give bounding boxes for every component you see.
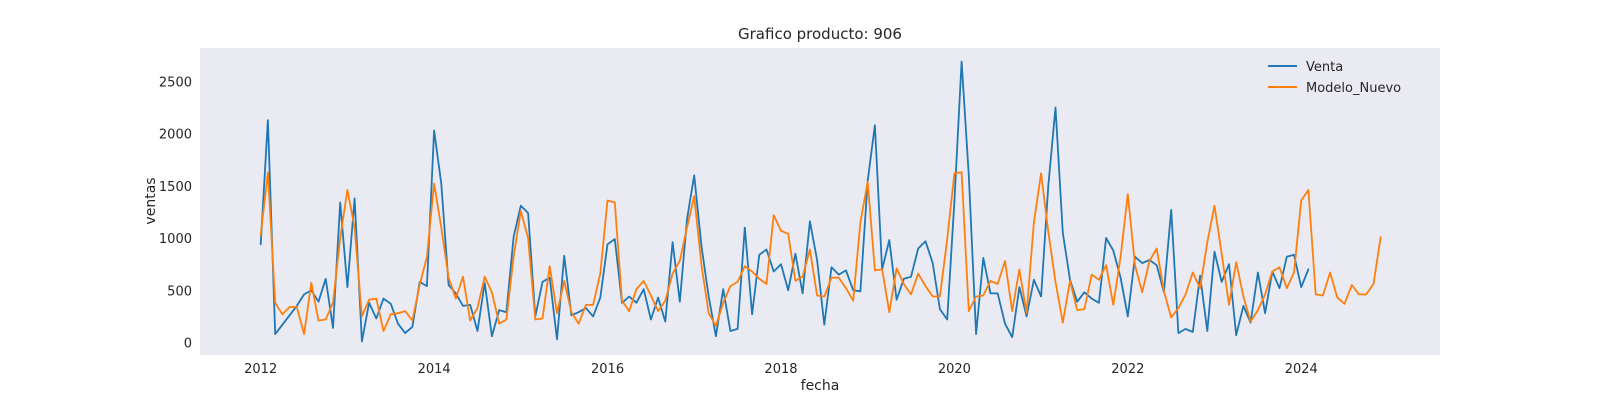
y-tick-label: 2000 [159, 128, 192, 143]
y-axis-label: ventas [143, 177, 159, 224]
chart-title: Grafico producto: 906 [738, 25, 902, 43]
plot-area [200, 48, 1440, 355]
y-tick-label: 0 [184, 336, 192, 351]
x-tick-label: 2018 [764, 362, 797, 377]
x-tick-label: 2014 [418, 362, 451, 377]
x-tick-label: 2016 [591, 362, 624, 377]
y-tick-label: 500 [167, 284, 192, 299]
x-axis-label: fecha [801, 378, 840, 394]
x-tick-label: 2024 [1285, 362, 1318, 377]
legend-label: Venta [1306, 60, 1343, 75]
x-tick-label: 2022 [1111, 362, 1144, 377]
y-tick-label: 1500 [159, 180, 192, 195]
series-line-venta [259, 60, 1310, 343]
y-tick-label: 1000 [159, 232, 192, 247]
x-tick-label: 2020 [938, 362, 971, 377]
y-tick-label: 2500 [159, 75, 192, 90]
legend-label: Modelo_Nuevo [1306, 81, 1401, 96]
series-line-modelo-nuevo [259, 171, 1382, 336]
legend: Venta Modelo_Nuevo [1268, 60, 1401, 96]
x-tick-label: 2012 [244, 362, 277, 377]
